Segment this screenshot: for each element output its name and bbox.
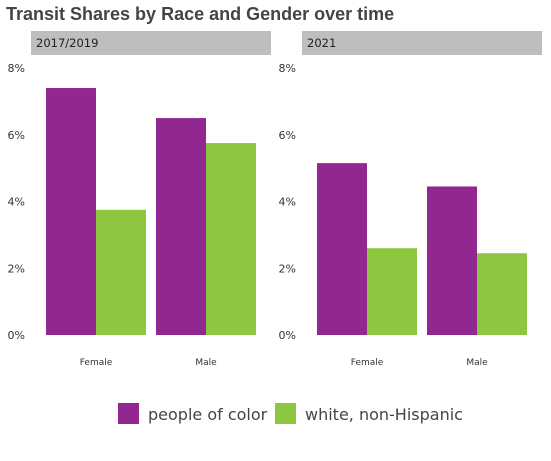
panel-strip bbox=[302, 31, 542, 55]
y-tick-label: 4% bbox=[8, 196, 25, 209]
legend: people of color white, non-Hispanic bbox=[118, 403, 463, 424]
panel-label: 2021 bbox=[307, 36, 336, 50]
y-tick-label: 6% bbox=[279, 129, 296, 142]
legend-label-people-of-color: people of color bbox=[148, 405, 268, 424]
y-tick-label: 4% bbox=[279, 196, 296, 209]
panel-strip bbox=[31, 31, 271, 55]
y-tick-label: 0% bbox=[279, 329, 296, 342]
bar-male-white-non-hispanic bbox=[206, 143, 256, 335]
x-category-label: Male bbox=[466, 358, 488, 368]
legend-label-white-non-hispanic: white, non-Hispanic bbox=[305, 405, 463, 424]
bar-male-white-non-hispanic bbox=[477, 253, 527, 335]
x-category-label: Female bbox=[351, 358, 384, 368]
legend-swatch-people-of-color bbox=[118, 403, 139, 424]
chart-title: Transit Shares by Race and Gender over t… bbox=[6, 4, 394, 24]
x-category-label: Female bbox=[80, 358, 113, 368]
chart-panels: 2017/2019 0% 2% 4% 6% 8% Female Male 2021 0% 2% 4% 6… bbox=[8, 31, 542, 368]
y-tick-label: 2% bbox=[8, 262, 25, 275]
bar-female-white-non-hispanic bbox=[96, 209, 146, 335]
x-category-label: Male bbox=[195, 358, 217, 368]
panel-1: 2021 0% 2% 4% 6% 8% Female Male bbox=[279, 31, 542, 368]
panel-label: 2017/2019 bbox=[36, 36, 98, 50]
bar-female-people-of-color bbox=[46, 88, 96, 336]
y-tick-label: 8% bbox=[8, 62, 25, 75]
y-tick-label: 2% bbox=[279, 262, 296, 275]
panel-0: 2017/2019 0% 2% 4% 6% 8% Female Male bbox=[8, 31, 271, 368]
bar-female-white-non-hispanic bbox=[367, 248, 417, 335]
legend-swatch-white-non-hispanic bbox=[275, 403, 296, 424]
y-tick-label: 8% bbox=[279, 62, 296, 75]
y-tick-label: 6% bbox=[8, 129, 25, 142]
bar-male-people-of-color bbox=[427, 186, 477, 335]
y-tick-label: 0% bbox=[8, 329, 25, 342]
bar-male-people-of-color bbox=[156, 118, 206, 335]
bar-female-people-of-color bbox=[317, 163, 367, 335]
